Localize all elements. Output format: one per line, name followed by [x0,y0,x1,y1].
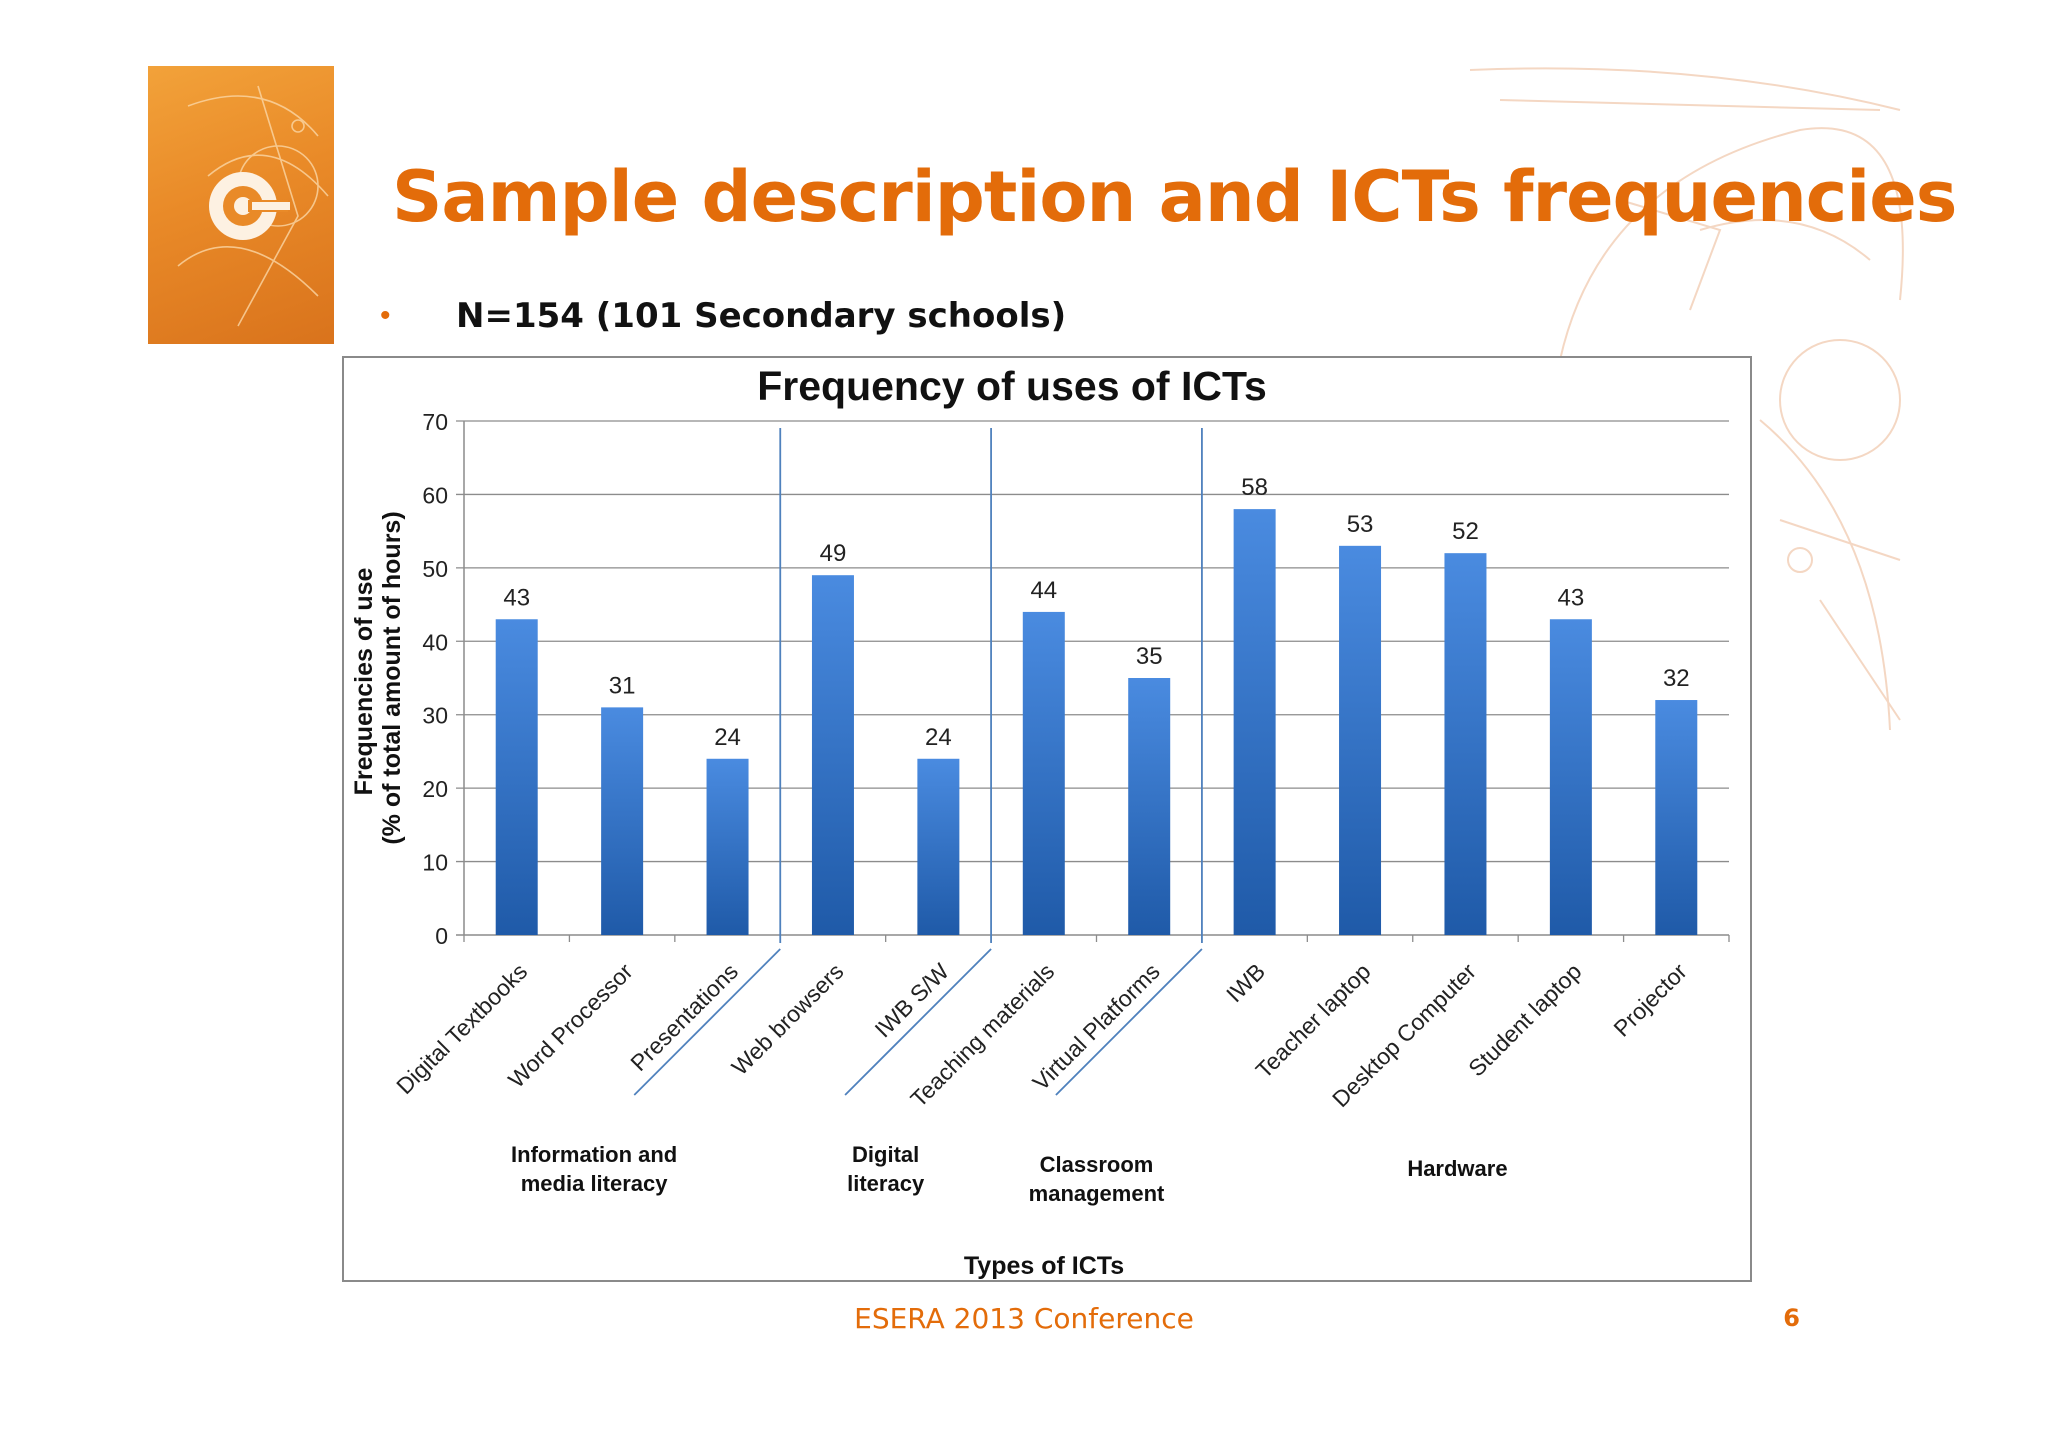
y-tick-label: 0 [435,923,448,949]
y-tick-label: 50 [422,556,448,582]
y-tick-label: 60 [422,482,448,508]
bar [601,707,644,935]
bar [1339,545,1382,935]
data-label: 53 [1347,511,1374,538]
footer-conference: ESERA 2013 Conference [854,1302,1194,1335]
category-label: Presentations [625,958,743,1076]
bar [706,758,749,935]
conference-logo [148,66,334,344]
data-label: 31 [609,672,636,699]
group-divider-diagonal [1055,948,1203,1096]
group-label: Digital [852,1142,919,1167]
bar [1655,700,1698,935]
group-label: literacy [847,1171,925,1196]
bar [917,758,960,935]
group-label: Classroom [1040,1152,1154,1177]
y-tick-label: 20 [422,776,448,802]
group-label: management [1029,1181,1165,1206]
data-label: 58 [1241,474,1268,501]
group-label: Information and [511,1142,677,1167]
category-label: Web browsers [726,958,848,1080]
chart-frame: Frequency of uses of ICTs Frequencies of… [342,356,1752,1282]
bullet-dot-icon: • [380,299,391,332]
data-label: 32 [1663,665,1690,692]
category-label: IWB [1221,958,1270,1007]
data-label: 52 [1452,518,1479,545]
bar [1233,509,1276,935]
group-label: Hardware [1407,1156,1507,1181]
group-label: media literacy [521,1171,669,1196]
bar [1549,619,1592,935]
data-label: 43 [503,584,530,611]
data-label: 35 [1136,643,1163,670]
y-tick-label: 30 [422,703,448,729]
bar [1022,611,1065,935]
y-tick-label: 40 [422,629,448,655]
bar [811,575,854,935]
data-label: 24 [714,724,741,751]
chart-title: Frequency of uses of ICTs [757,363,1267,409]
x-axis-label: Types of ICTs [964,1252,1124,1280]
y-axis-label-line1: Frequencies of use [350,567,378,795]
data-label: 44 [1030,577,1057,604]
slide-title: Sample description and ICTs frequencies [392,156,1957,238]
y-tick-label: 10 [422,850,448,876]
bullet-text: N=154 (101 Secondary schools) [456,296,1067,336]
bar [495,619,538,935]
category-label: Student laptop [1463,958,1586,1081]
category-label: Projector [1608,958,1692,1042]
group-divider-diagonal [844,948,992,1096]
page-number: 6 [1783,1304,1800,1332]
y-tick-label: 70 [422,409,448,435]
category-label: IWB S/W [870,958,955,1043]
bar [1444,553,1487,935]
logo-line-art [177,85,329,327]
group-divider-diagonal [633,948,781,1096]
data-label: 24 [925,724,952,751]
data-label: 43 [1558,584,1585,611]
y-axis-label-line2: (% of total amount of hours) [378,511,406,844]
bar [1128,678,1171,935]
bar-chart: Frequency of uses of ICTs Frequencies of… [350,363,1730,1280]
y-axis-label: Frequencies of use (% of total amount of… [350,511,406,844]
data-label: 49 [820,540,847,567]
